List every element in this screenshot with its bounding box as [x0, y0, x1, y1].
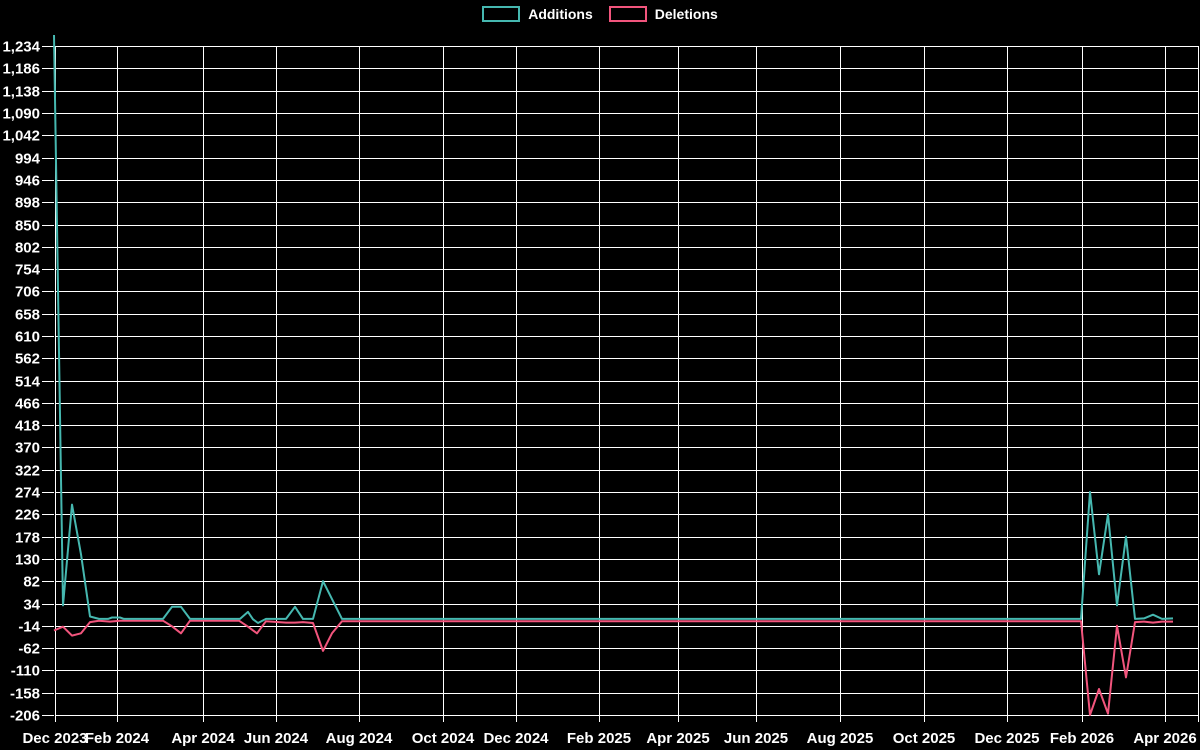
y-axis-label: 82 [23, 574, 40, 591]
x-axis-label: Dec 2023 [22, 730, 87, 747]
y-axis-label: -206 [10, 708, 40, 725]
y-axis-label: 754 [15, 262, 41, 279]
y-axis-label: 1,042 [2, 128, 40, 145]
legend-item-additions[interactable]: Additions [482, 6, 593, 22]
y-axis-label: 1,138 [2, 84, 40, 101]
x-axis-label: Feb 2026 [1050, 730, 1114, 747]
deletions-legend-swatch [608, 6, 647, 22]
y-axis-label: 1,090 [2, 106, 40, 123]
y-axis-label: 34 [23, 597, 40, 614]
y-axis-label: 706 [15, 284, 40, 301]
x-axis-label: Feb 2024 [85, 730, 150, 747]
additions-line [53, 34, 1174, 624]
y-axis-label: 322 [15, 463, 40, 480]
chart-legend: Additions Deletions [0, 6, 1200, 22]
deletions-line [53, 619, 1173, 716]
y-axis-label: 514 [15, 374, 41, 391]
additions-legend-label: Additions [528, 6, 593, 22]
additions-legend-swatch [482, 6, 521, 22]
x-axis-label: Jun 2024 [244, 730, 309, 747]
y-axis-label: 418 [15, 418, 40, 435]
x-axis-label: Apr 2025 [646, 730, 709, 747]
y-axis-label: -14 [18, 619, 40, 636]
y-axis-label: 178 [15, 530, 40, 547]
x-axis-label: Feb 2025 [567, 730, 631, 747]
y-axis-label: 898 [15, 195, 40, 212]
y-axis-label: 946 [15, 173, 40, 190]
y-axis-label: 802 [15, 240, 40, 257]
y-axis-label: 658 [15, 307, 40, 324]
x-axis-label: Dec 2024 [483, 730, 549, 747]
y-axis-label: 1,186 [2, 61, 40, 78]
y-axis-label: 562 [15, 351, 40, 368]
y-axis-label: 850 [15, 218, 40, 235]
x-axis-label: Apr 2024 [171, 730, 235, 747]
y-axis-label: -158 [10, 686, 40, 703]
y-axis-label: 994 [15, 151, 41, 168]
x-axis-label: Oct 2025 [893, 730, 956, 747]
x-axis-label: Aug 2025 [807, 730, 874, 747]
y-axis-label: 466 [15, 396, 40, 413]
y-axis-label: 130 [15, 552, 40, 569]
y-axis-label: 1,234 [2, 39, 40, 56]
x-axis-label: Dec 2025 [974, 730, 1039, 747]
x-axis-label: Oct 2024 [412, 730, 475, 747]
deletions-legend-label: Deletions [654, 6, 718, 22]
x-axis-label: Aug 2024 [326, 730, 393, 747]
y-axis-label: 226 [15, 507, 40, 524]
x-axis-label: Jun 2025 [724, 730, 788, 747]
x-axis-label: Apr 2026 [1133, 730, 1196, 747]
legend-item-deletions[interactable]: Deletions [608, 6, 718, 22]
y-axis-label: 370 [15, 440, 40, 457]
y-axis-label: 610 [15, 329, 40, 346]
y-axis-label: 274 [15, 485, 41, 502]
y-axis-label: -62 [18, 641, 40, 658]
y-axis-label: -110 [11, 663, 40, 680]
